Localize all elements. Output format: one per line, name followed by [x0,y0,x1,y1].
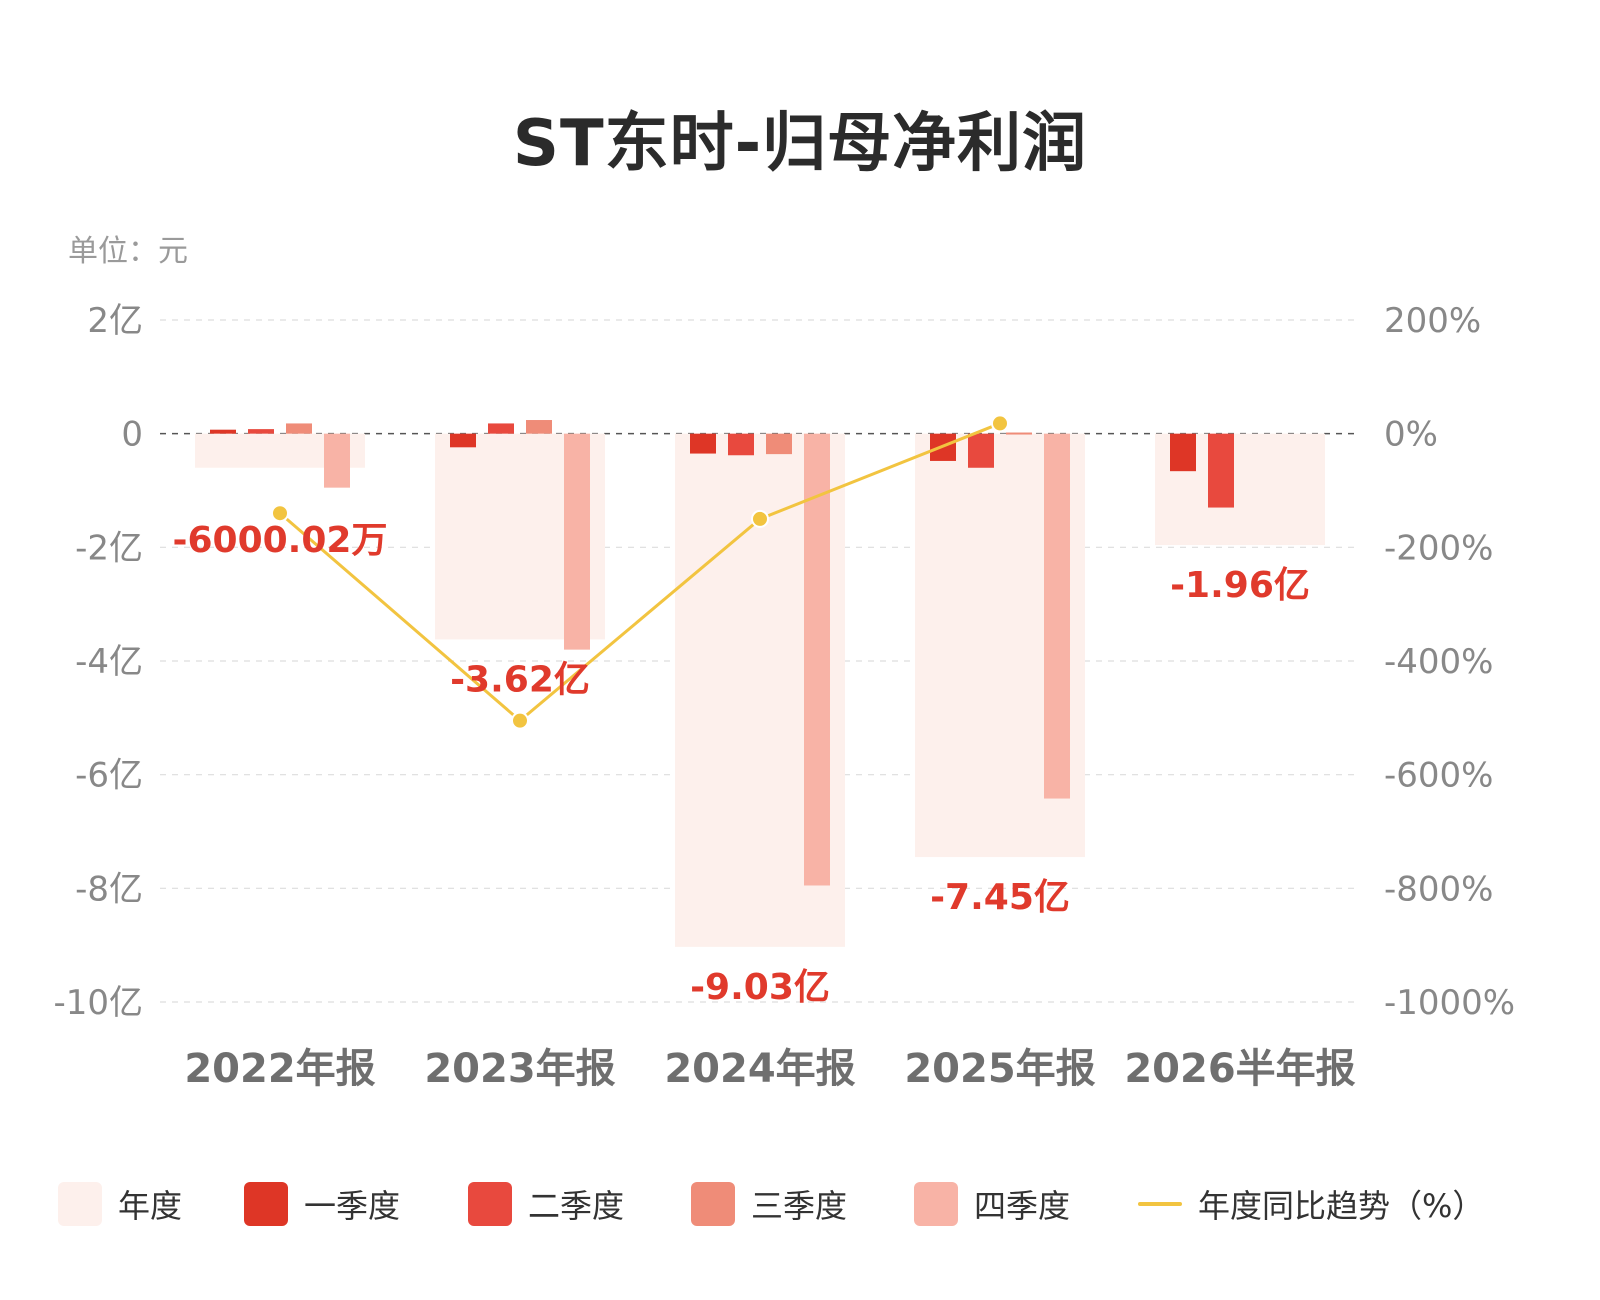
annual-value-label: -3.62亿 [450,659,590,700]
legend-item: 一季度 [244,1180,400,1228]
legend-swatch [914,1182,958,1226]
y-right-tick-label: -800% [1384,869,1493,909]
legend-swatch [1138,1202,1182,1206]
annual-value-label: -6000.02万 [173,520,388,561]
quarter-bar [728,433,754,456]
legend-label: 四季度 [974,1187,1071,1225]
category-label: 2026半年报 [1124,1046,1355,1092]
trend-point [751,509,769,528]
quarter-bar [1208,433,1234,508]
annual-value-label: -7.45亿 [930,877,1070,918]
legend-label: 一季度 [304,1187,401,1225]
y-left-tick-label: 0 [121,415,143,455]
quarter-bar [564,433,590,650]
quarter-bar [324,433,350,488]
y-right-tick-label: -200% [1384,528,1493,568]
trend-point [991,414,1009,433]
quarter-bar [248,429,274,434]
quarter-bar [1170,433,1196,472]
y-right-tick-label: 0% [1384,415,1438,455]
legend-swatch [58,1182,102,1226]
y-left-tick-label: -10亿 [53,983,143,1023]
y-left-tick-label: -4亿 [75,642,143,682]
y-left-tick-label: -6亿 [75,756,143,796]
legend-swatch [244,1182,288,1226]
y-right-tick-label: -400% [1384,642,1493,682]
annual-value-label: -1.96亿 [1170,565,1310,606]
unit-label: 单位：元 [68,234,188,269]
quarter-bar [690,433,716,454]
quarter-bar [210,429,236,434]
y-left-tick-label: 2亿 [87,301,143,341]
legend-item: 三季度 [691,1180,847,1228]
category-label: 2022年报 [184,1046,375,1092]
chart-title: ST东时-归母净利润 [512,107,1088,181]
trend-point [511,711,529,730]
legend-item: 四季度 [914,1180,1070,1228]
annual-value-label: -9.03亿 [690,967,830,1008]
y-right-tick-label: 200% [1384,301,1481,341]
quarter-bar [766,433,792,455]
legend-swatch [468,1182,512,1226]
quarter-bar [526,420,552,434]
quarter-bar [968,433,994,468]
quarter-bar [286,423,312,434]
legend-swatch [691,1182,735,1226]
legend-item: 年度同比趋势（%） [1138,1180,1484,1228]
quarter-bar [804,433,830,886]
category-label: 2023年报 [424,1046,615,1092]
category-label: 2024年报 [664,1046,855,1092]
trend-line [279,422,1001,723]
y-right-tick-label: -1000% [1384,983,1515,1023]
quarter-bar [1044,433,1070,799]
trend-point [271,504,289,523]
quarter-bar [450,433,476,448]
legend-label: 三季度 [751,1187,848,1225]
legend: 年度 一季度 二季度 三季度 四季度 年度同比趋势（%） [58,1180,1578,1228]
legend-label: 二季度 [528,1187,625,1225]
y-left-tick-label: -2亿 [75,528,143,568]
quarter-bar [1006,432,1032,435]
y-left-tick-label: -8亿 [75,869,143,909]
legend-label: 年度同比趋势（%） [1198,1187,1485,1225]
legend-item: 年度 [58,1180,182,1228]
y-right-tick-label: -600% [1384,756,1493,796]
quarter-bar [488,423,514,434]
legend-item: 二季度 [468,1180,624,1228]
legend-label: 年度 [118,1187,183,1225]
category-label: 2025年报 [904,1046,1095,1092]
